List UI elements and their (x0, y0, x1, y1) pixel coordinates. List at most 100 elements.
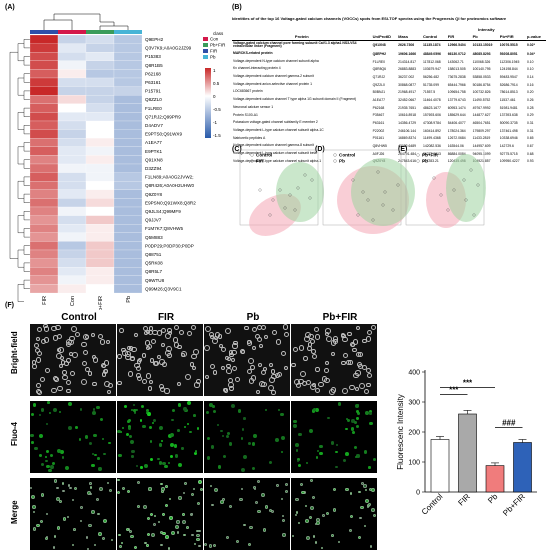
cell-dot (165, 346, 172, 352)
cell-dot (159, 425, 164, 430)
cell-dot (181, 353, 186, 358)
cell-dot (31, 360, 36, 365)
cell-dot (72, 351, 79, 358)
micrograph-merge-pbfir (291, 478, 377, 550)
cell-dot (345, 427, 348, 431)
heatmap-row-label: Q9Z0Y8 (145, 192, 163, 197)
color-scale-tick: -1.5 (213, 133, 221, 138)
cell-dot (101, 372, 107, 378)
cell-dot (325, 328, 332, 335)
cell-dot (127, 424, 132, 429)
cell-dot (167, 433, 172, 438)
intensity-header: Intensity (478, 27, 495, 32)
cell-dot (98, 467, 102, 471)
pca-point (283, 206, 287, 210)
cell-dot (151, 421, 155, 425)
cell-dot (220, 366, 225, 371)
cell-dot (130, 534, 134, 538)
cell-dot (247, 369, 253, 375)
cell-dot (156, 355, 161, 360)
cell-dot (229, 353, 234, 358)
col-header-uniprot: UniProtID (371, 33, 398, 41)
cell-dot (62, 374, 68, 380)
cell-dot (231, 349, 238, 356)
cell-dot (297, 459, 300, 462)
cell-dot (209, 332, 215, 338)
col-head-control: Control (61, 312, 97, 323)
cell-dot (332, 488, 336, 492)
cell-dot (337, 402, 342, 406)
table-cell-mass: 19606.1666 (398, 51, 417, 56)
cell-dot (355, 403, 359, 408)
cell-dot (89, 492, 92, 496)
cell-dot (118, 453, 122, 458)
table-cell-p: 0.26 (526, 97, 534, 102)
cell-dot (169, 433, 174, 437)
heatmap-column-label: Pb (126, 296, 132, 303)
cell-dot (368, 466, 371, 469)
cell-dot (261, 370, 267, 376)
cell-dot (93, 433, 97, 437)
cell-dot (322, 513, 325, 517)
table-cell-pb: 46504.7651 (472, 121, 491, 125)
panel-label-c: (C) (232, 146, 242, 153)
pca-point (476, 183, 480, 187)
table-cell-id: P35467 (372, 113, 385, 118)
cell-dot (209, 402, 214, 407)
cell-dot (149, 426, 153, 429)
cell-dot (160, 543, 163, 547)
cell-dot (71, 543, 75, 547)
cell-dot (47, 401, 50, 405)
cell-dot (305, 535, 310, 540)
cell-dot (161, 461, 166, 466)
cell-dot (156, 330, 162, 336)
cell-dot (342, 387, 348, 394)
table-cell-p: 0.04* (526, 51, 535, 56)
cell-dot (256, 480, 260, 484)
x-tick-label: FIR (456, 492, 472, 508)
pca-ellipse-group2 (446, 154, 486, 222)
cell-dot (354, 455, 358, 459)
cell-dot (60, 450, 65, 455)
table-cell-p: 0.20 (526, 90, 534, 95)
table-cell-control: 160414.892 (422, 128, 441, 133)
cell-dot (184, 373, 191, 380)
cell-dot (126, 489, 130, 494)
cell-dot (45, 512, 48, 515)
cell-dot (66, 388, 71, 393)
cell-dot (248, 442, 251, 446)
cell-dot (342, 352, 349, 358)
table-cell-id: F1LRE0 (372, 59, 386, 64)
table-cell-pb: 49767.9992 (472, 105, 491, 110)
pca-point (464, 198, 468, 202)
cell-dot (117, 429, 122, 434)
significance-label: ### (502, 419, 516, 428)
table-cell-protein: Voltage-dependent T-type calcium channel… (233, 158, 322, 163)
cell-dot (335, 466, 338, 469)
cell-dot (103, 360, 110, 366)
cell-dot (306, 346, 312, 351)
micrograph-fluo4-fir (117, 401, 203, 473)
cell-dot (92, 357, 99, 363)
table-cell-id: A0FJ26 (372, 151, 385, 156)
cell-dot (103, 452, 106, 456)
cell-dot (87, 371, 93, 376)
table-cell-id: P22002 (372, 128, 385, 133)
heatmap-row-label: Q9JLS4;Q99MF9 (145, 209, 181, 214)
cell-dot (228, 441, 233, 446)
cell-dot (189, 362, 195, 367)
heatmap-row-dendrogram (9, 39, 30, 302)
cell-dot (41, 462, 45, 466)
cell-dot (162, 513, 165, 516)
cell-dot (194, 451, 198, 455)
cell-dot (295, 382, 302, 389)
cell-dot (164, 388, 170, 394)
table-row: Voltage-dependent L-type calcium channel… (232, 150, 546, 158)
cell-dot (206, 437, 211, 441)
cell-dot (342, 458, 346, 462)
cell-dot (354, 386, 359, 391)
cell-dot (141, 353, 147, 358)
table-cell-mass: 26883.8883 (398, 67, 417, 72)
cell-dot (332, 336, 339, 342)
cell-dot (366, 368, 372, 374)
